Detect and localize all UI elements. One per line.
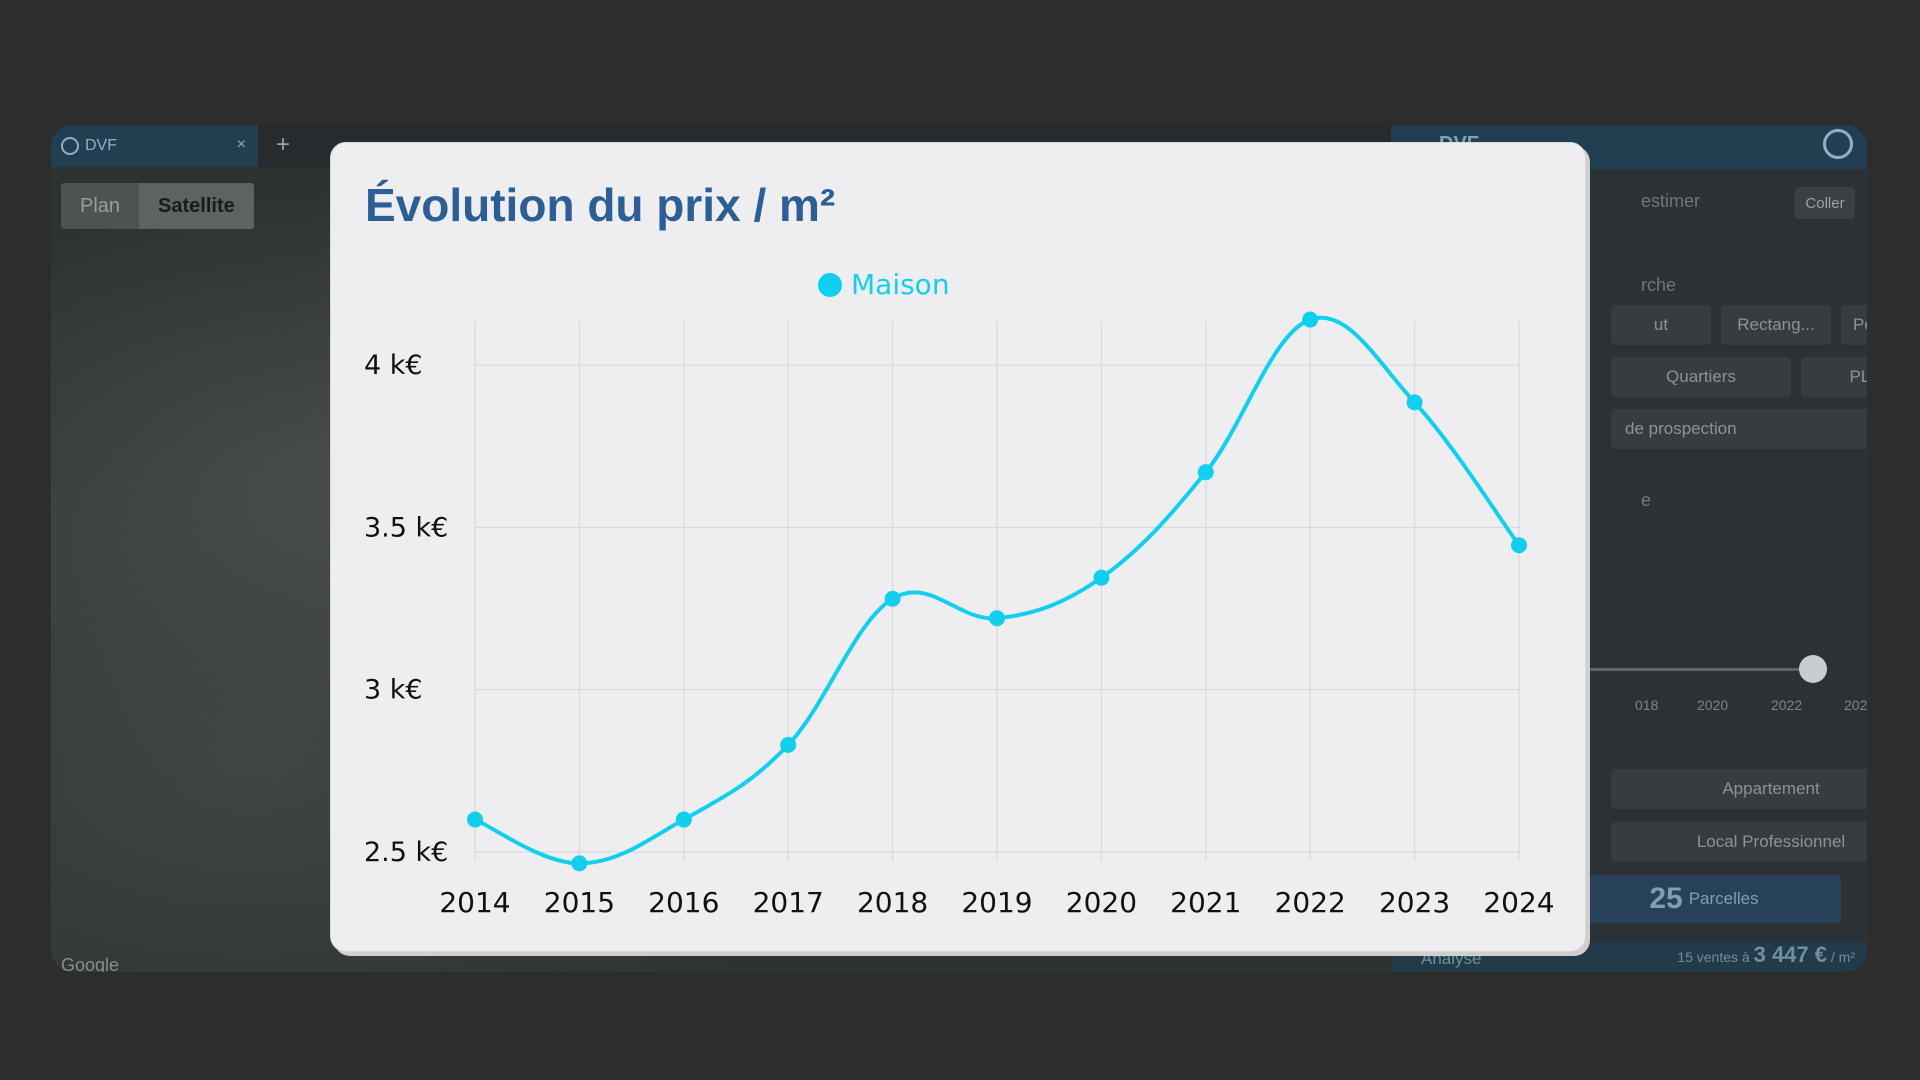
plu-button[interactable]: PLU	[1801, 357, 1867, 397]
y-tick-label: 4 k€	[364, 350, 423, 381]
tab-label: DVF	[85, 137, 117, 154]
legend-label: Maison	[851, 268, 950, 301]
slider-scale-label: 018	[1635, 697, 1659, 713]
coller-button[interactable]: Coller	[1795, 187, 1855, 219]
x-tick-label: 2020	[1066, 886, 1137, 919]
x-tick-label: 2018	[857, 886, 928, 919]
section-periode: e	[1641, 490, 1652, 510]
parcelles-label: Parcelles	[1688, 889, 1759, 908]
x-tick-label: 2016	[648, 886, 719, 919]
chart-title: Évolution du prix / m²	[365, 179, 836, 231]
target-icon	[61, 137, 79, 155]
slider-scale-label: 2020	[1697, 697, 1729, 713]
parcelles-count: 25	[1649, 882, 1683, 915]
price-line-chart: Maison 2014 2015 2016 2017 2018 2019 2020 2021 2…	[364, 268, 1555, 919]
data-point	[467, 811, 483, 828]
data-point	[1406, 394, 1423, 411]
sales-unit: / m²	[1830, 949, 1855, 965]
map-satellite-button[interactable]: Satellite	[139, 183, 254, 229]
chart-series	[467, 311, 1527, 872]
estimate-input-placeholder[interactable]: estimer	[1641, 191, 1701, 211]
year-slider-handle[interactable]	[1799, 655, 1827, 683]
data-point	[989, 610, 1005, 627]
x-tick-label: 2022	[1275, 886, 1346, 919]
x-tick-label: 2023	[1379, 886, 1450, 919]
close-icon[interactable]: ×	[236, 136, 246, 153]
sales-count: 15 ventes à	[1677, 949, 1750, 965]
map-plan-button[interactable]: Plan	[61, 183, 140, 229]
slider-scale-label: 2024	[1844, 697, 1867, 713]
chart-grid	[474, 321, 1520, 861]
local-professionnel-button[interactable]: Local Professionnel	[1611, 822, 1867, 862]
price-evolution-modal: Évolution du prix / m² Maison 2014 2015 20…	[330, 142, 1586, 952]
chart-legend: Maison	[818, 268, 950, 301]
data-point	[1093, 569, 1110, 586]
x-tick-label: 2019	[961, 886, 1032, 919]
prospection-button[interactable]: de prospection	[1611, 409, 1867, 449]
data-point	[571, 855, 588, 872]
y-tick-label: 3 k€	[364, 675, 423, 706]
rectangle-button[interactable]: Rectang...	[1721, 305, 1831, 345]
x-tick-label: 2015	[544, 886, 615, 919]
data-point	[780, 736, 797, 753]
x-tick-label: 2017	[753, 886, 824, 919]
x-tick-label: 2014	[439, 886, 510, 919]
y-tick-label: 3.5 k€	[364, 512, 448, 543]
sales-summary: 15 ventes à 3 447 € / m²	[1677, 942, 1855, 968]
data-point	[884, 590, 901, 607]
download-icon[interactable]	[1823, 129, 1853, 159]
section-recherche: rche	[1641, 275, 1677, 295]
add-tab-button[interactable]: +	[276, 131, 291, 158]
quartiers-button[interactable]: Quartiers	[1611, 357, 1791, 397]
map-attribution: Google	[61, 955, 120, 972]
side-panel-footer: Analyse 15 ventes à 3 447 € / m²	[1391, 942, 1867, 972]
y-tick-label: 2.5 k€	[364, 837, 448, 868]
mode-button-1[interactable]: ut	[1611, 305, 1711, 345]
analyse-button[interactable]: Analyse	[1421, 949, 1482, 968]
polygone-button[interactable]: Polygone	[1841, 305, 1867, 345]
data-point	[1511, 537, 1527, 554]
chart-axes: 2014 2015 2016 2017 2018 2019 2020 2021 2022 2023…	[364, 350, 1555, 919]
tab-dvf[interactable]: DVF ×	[51, 125, 258, 167]
data-point	[675, 811, 692, 828]
parcelles-counter[interactable]: 25 Parcelles	[1567, 875, 1841, 923]
data-point	[1197, 464, 1214, 481]
year-slider-track[interactable]	[1571, 668, 1801, 671]
appartement-button[interactable]: Appartement	[1611, 769, 1867, 809]
x-tick-label: 2024	[1483, 886, 1554, 919]
sales-price: 3 447 €	[1753, 942, 1827, 967]
x-tick-label: 2021	[1170, 886, 1241, 919]
data-point	[1302, 311, 1319, 328]
slider-scale-label: 2022	[1771, 697, 1803, 713]
map-type-toggle: Plan Satellite	[61, 183, 254, 229]
legend-marker	[818, 273, 842, 297]
